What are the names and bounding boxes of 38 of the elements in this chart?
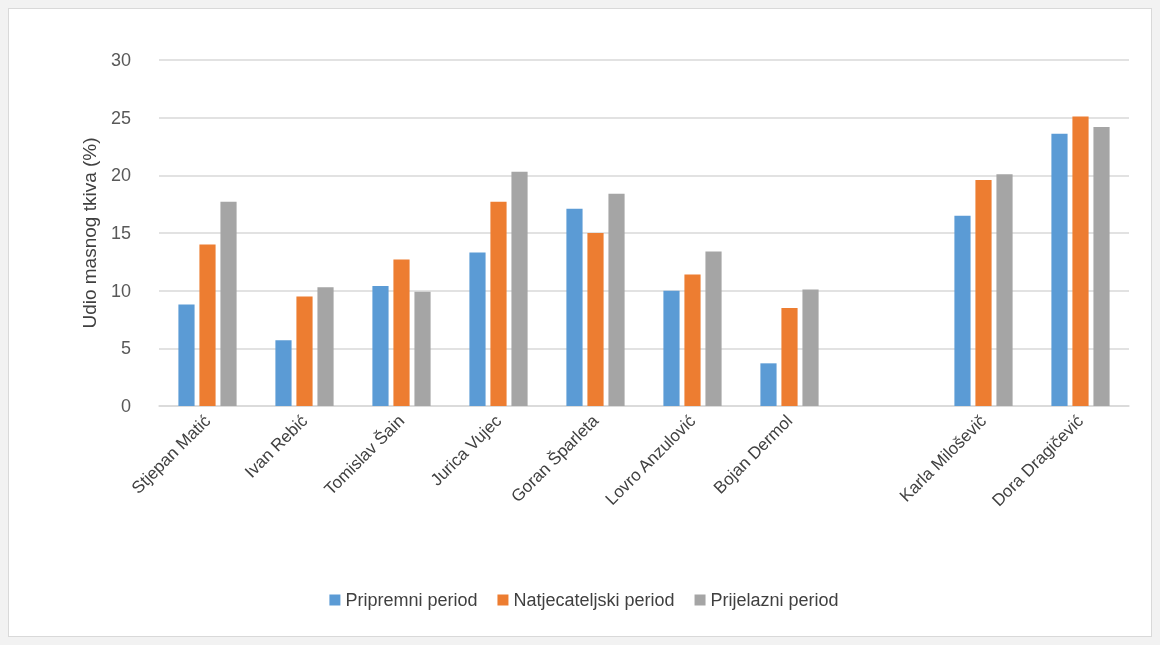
legend-label: Prijelazni period bbox=[710, 590, 839, 610]
bar bbox=[296, 296, 313, 406]
bar bbox=[684, 274, 701, 406]
bar bbox=[393, 259, 410, 406]
y-tick-label: 10 bbox=[110, 280, 131, 301]
bar bbox=[220, 201, 237, 406]
bar bbox=[996, 174, 1013, 406]
bar bbox=[663, 290, 680, 406]
bar bbox=[705, 251, 722, 406]
y-axis-title: Udio masnog tkiva (%) bbox=[79, 137, 100, 329]
bar bbox=[587, 233, 604, 406]
bar bbox=[608, 193, 625, 406]
bar bbox=[1072, 116, 1089, 406]
y-tick-label: 5 bbox=[120, 338, 131, 359]
bar bbox=[1051, 133, 1068, 406]
y-tick-label: 25 bbox=[110, 107, 131, 128]
bar bbox=[317, 287, 334, 406]
bar bbox=[178, 304, 195, 406]
bar bbox=[781, 307, 798, 406]
bar bbox=[511, 171, 528, 406]
bar bbox=[199, 244, 216, 406]
y-tick-label: 20 bbox=[110, 165, 131, 186]
bar bbox=[490, 201, 507, 406]
legend-label: Natjecateljski period bbox=[513, 590, 675, 610]
y-tick-label: 30 bbox=[110, 50, 131, 70]
bar bbox=[954, 215, 971, 406]
bar bbox=[1093, 126, 1110, 406]
bar bbox=[372, 286, 389, 406]
bar bbox=[414, 291, 431, 406]
legend-label: Pripremni period bbox=[345, 590, 478, 610]
bar bbox=[802, 289, 819, 406]
y-tick-label: 15 bbox=[110, 223, 131, 243]
bar bbox=[469, 252, 486, 406]
y-tick-label: 0 bbox=[120, 396, 131, 416]
bar bbox=[275, 340, 292, 406]
bar bbox=[566, 208, 583, 406]
bar bbox=[975, 179, 992, 406]
bar bbox=[760, 363, 777, 406]
